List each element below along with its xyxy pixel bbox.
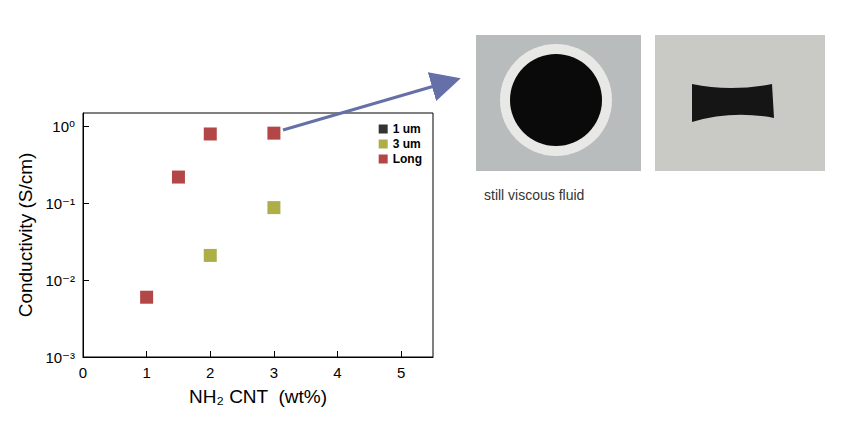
svg-text:3 um: 3 um xyxy=(393,137,421,151)
svg-text:2: 2 xyxy=(206,364,214,381)
svg-text:10⁻¹: 10⁻¹ xyxy=(45,195,75,212)
svg-text:5: 5 xyxy=(397,364,405,381)
svg-text:1: 1 xyxy=(142,364,150,381)
svg-text:Long: Long xyxy=(393,152,422,166)
svg-text:10⁻³: 10⁻³ xyxy=(45,349,75,366)
svg-text:3: 3 xyxy=(270,364,278,381)
svg-text:1 um: 1 um xyxy=(393,122,421,136)
svg-text:10⁰: 10⁰ xyxy=(52,118,75,135)
svg-text:10⁻²: 10⁻² xyxy=(45,272,75,289)
svg-text:Conductivity (S/cm): Conductivity (S/cm) xyxy=(15,153,36,318)
html-text:still viscous fluid: still viscous fluid xyxy=(484,187,585,203)
svg-text:NH₂ CNT (wt%): NH₂ CNT (wt%) xyxy=(189,386,327,407)
svg-text:0: 0 xyxy=(79,364,87,381)
svg-text:4: 4 xyxy=(333,364,341,381)
